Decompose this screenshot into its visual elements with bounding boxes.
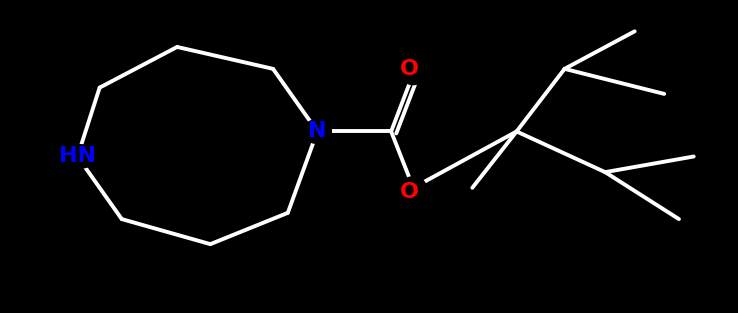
Ellipse shape bbox=[303, 120, 331, 143]
Text: O: O bbox=[400, 59, 419, 79]
Ellipse shape bbox=[400, 63, 427, 85]
Ellipse shape bbox=[400, 177, 427, 199]
Text: N: N bbox=[308, 121, 327, 141]
Text: O: O bbox=[400, 182, 419, 203]
Text: HN: HN bbox=[59, 146, 96, 167]
Ellipse shape bbox=[58, 145, 97, 168]
